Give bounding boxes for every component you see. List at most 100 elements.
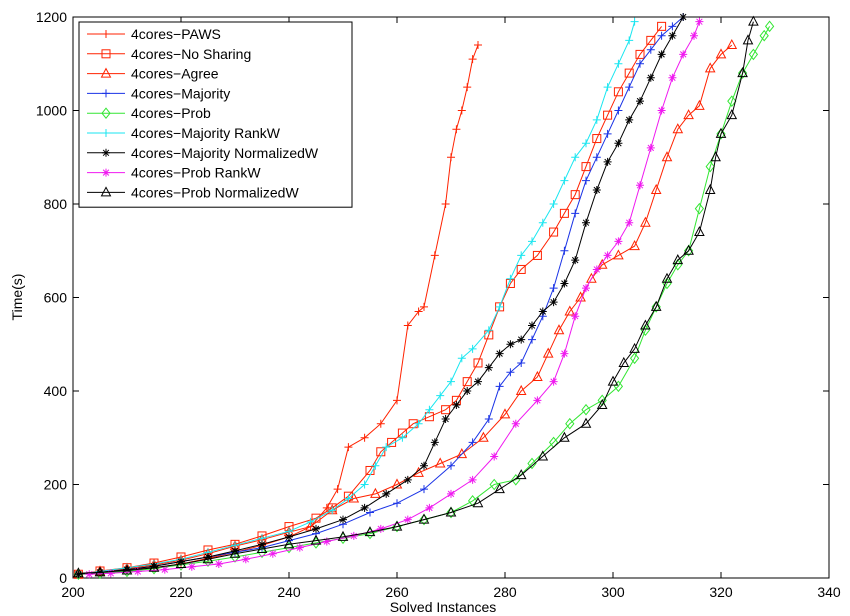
data-point [672,254,684,265]
data-point [614,139,623,148]
legend-item: 4cores−Agree [87,66,219,82]
data-point [348,492,360,503]
data-point [73,567,84,578]
series-line [78,44,733,575]
data-point [581,403,591,416]
data-point [468,475,477,484]
data-point [283,538,295,549]
data-point [549,377,558,386]
data-point [85,570,94,579]
data-point [559,431,570,442]
data-point [640,216,651,227]
data-point [516,264,526,274]
data-point [376,419,385,428]
data-point [636,59,644,68]
series-9 [73,15,759,578]
data-point [661,151,673,162]
data-point [683,244,694,257]
data-point [560,246,569,255]
legend-item: 4cores−Majority [87,85,230,101]
data-point [241,555,250,564]
data-point [366,508,374,517]
data-point [630,17,639,26]
series-8 [85,17,704,579]
data-point [312,524,320,533]
data-point [447,377,455,386]
data-point [581,162,591,172]
data-point [414,307,423,316]
data-point [759,29,769,42]
data-point [123,565,131,574]
data-point [646,35,656,45]
data-point [393,499,401,508]
x-tick-label: 260 [385,584,409,600]
x-axis-label: Solved Instances [390,599,497,615]
data-point [420,485,428,494]
data-point [592,185,601,194]
data-point [613,249,624,260]
data-point [603,110,613,120]
data-point [603,251,612,260]
legend-item: 4cores−Majority RankW [87,125,281,141]
data-point [441,405,451,415]
data-point [382,443,391,452]
data-point [337,530,349,541]
data-point [463,387,472,395]
data-point [462,377,472,387]
data-point [445,506,457,517]
data-point [625,36,634,45]
y-tick-label: 600 [44,290,68,306]
data-point [420,461,428,470]
data-point [490,452,499,461]
legend-label: 4cores−No Sharing [131,46,251,62]
data-point [398,433,407,442]
data-point [564,305,576,316]
data-point [322,503,331,512]
data-point [737,67,748,79]
data-point [694,99,705,110]
data-point [495,349,504,358]
data-point [306,517,315,526]
data-point [202,553,214,564]
data-point [710,151,721,162]
data-point [214,559,223,568]
data-point [683,109,694,120]
data-point [349,531,358,540]
data-point [625,218,634,227]
data-point [672,123,684,134]
y-tick-label: 800 [44,196,68,212]
data-point [457,354,466,363]
data-point [542,347,554,358]
data-point [694,202,705,215]
legend-label: 4cores−Majority [131,85,230,101]
data-point [570,190,580,200]
legend-marker [102,168,110,177]
data-point [657,31,666,40]
data-point [328,506,337,515]
data-point [549,298,558,307]
data-point [403,475,412,484]
data-point [668,73,677,82]
data-point [284,541,294,554]
data-point [430,438,439,447]
data-point [560,176,569,185]
legend-marker [102,89,110,98]
data-point [603,129,612,138]
legend-item: 4cores−No Sharing [87,46,251,62]
data-point [285,532,293,541]
data-point [376,524,385,533]
data-point [571,153,580,162]
data-point [533,396,542,405]
data-point [527,457,537,470]
data-point [484,363,493,372]
data-point [716,128,726,140]
x-tick-label: 240 [277,584,301,600]
data-point [517,358,526,367]
data-point [657,106,666,115]
data-point [447,153,455,162]
data-point [256,542,268,554]
legend-label: 4cores−Majority NormalizedW [131,145,319,161]
data-point [559,208,569,218]
data-point [635,49,645,59]
data-point [371,461,380,470]
